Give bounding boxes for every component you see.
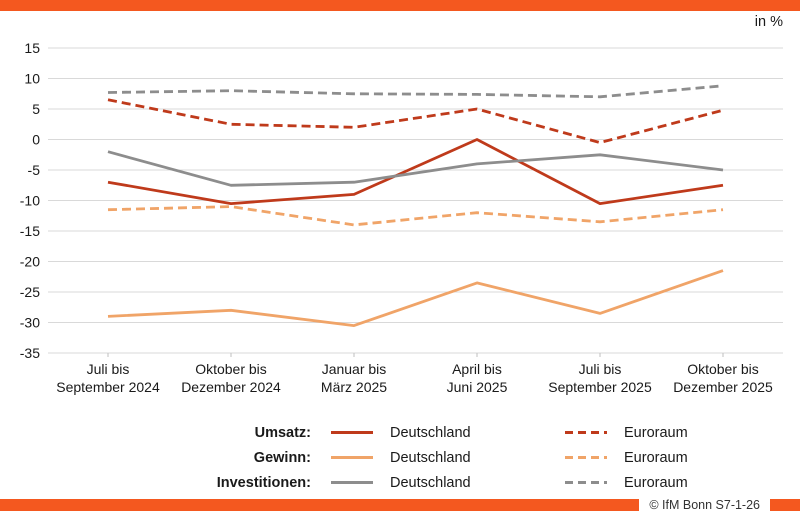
bottom-bar-right-segment (770, 499, 800, 511)
x-axis-label-line2: September 2024 (56, 379, 160, 395)
chart-line-gewinn-deutschland (107, 269, 724, 328)
legend-group-label-umsatz: Umsatz: (254, 424, 311, 441)
y-axis-tick-label: 5 (32, 101, 40, 117)
x-axis-label-line2: März 2025 (321, 379, 387, 395)
legend-series-label: Euroraum (624, 449, 688, 466)
legend-series-label: Deutschland (390, 449, 471, 466)
y-axis-tick-label: -30 (20, 315, 40, 331)
legend-group-label-investitionen: Investitionen: (216, 474, 311, 491)
legend-dashed-line-swatch (565, 431, 607, 434)
top-accent-bar (0, 0, 800, 11)
y-axis-tick-label: -10 (20, 193, 40, 209)
x-axis-label-line1: Juli bis (87, 361, 130, 377)
x-axis-label-line2: Juni 2025 (447, 379, 508, 395)
y-axis-tick-label: -25 (20, 284, 40, 300)
y-axis-tick-label: -35 (20, 345, 40, 361)
x-axis-label-line2: Dezember 2025 (673, 379, 773, 395)
y-axis-tick-label: -5 (28, 162, 41, 178)
source-credit: © IfM Bonn S7-1-26 (649, 498, 760, 512)
chart-line-gewinn-euroraum (107, 205, 724, 227)
chart-line-investitionen-euroraum (107, 84, 724, 99)
legend-series-label: Euroraum (624, 424, 688, 441)
legend-solid-line-swatch (331, 456, 373, 459)
chart-line-investitionen-deutschland (107, 150, 724, 187)
y-axis-tick-label: 15 (24, 40, 40, 56)
y-axis-tick-label: -20 (20, 254, 40, 270)
legend-dashed-line-swatch (565, 481, 607, 484)
legend-solid-line-swatch (331, 481, 373, 484)
legend-series-label: Deutschland (390, 474, 471, 491)
bottom-accent-bar: © IfM Bonn S7-1-26 (0, 499, 800, 511)
y-axis-tick-label: 0 (32, 132, 40, 148)
legend-group-label-gewinn: Gewinn: (253, 449, 311, 466)
x-axis-label-line2: September 2025 (548, 379, 652, 395)
legend: Umsatz: Deutschland Euroraum Gewinn: Deu… (0, 420, 800, 495)
x-axis-label-line1: Juli bis (579, 361, 622, 377)
legend-row-umsatz: Umsatz: Deutschland Euroraum (0, 420, 800, 445)
unit-label: in % (754, 14, 783, 30)
legend-solid-line-swatch (331, 431, 373, 434)
legend-series-label: Euroraum (624, 474, 688, 491)
bottom-bar-left-segment (0, 499, 640, 511)
legend-row-gewinn: Gewinn: Deutschland Euroraum (0, 445, 800, 470)
x-axis-label-line1: Januar bis (322, 361, 387, 377)
x-axis-label-line1: Oktober bis (195, 361, 267, 377)
chart-line-umsatz-euroraum (107, 98, 724, 145)
legend-dashed-line-swatch (565, 456, 607, 459)
legend-row-investitionen: Investitionen: Deutschland Euroraum (0, 470, 800, 495)
x-axis-label-line1: Oktober bis (687, 361, 759, 377)
y-axis-tick-label: -15 (20, 223, 40, 239)
chart-line-umsatz-deutschland (107, 138, 724, 206)
legend-series-label: Deutschland (390, 424, 471, 441)
y-axis-tick-label: 10 (24, 71, 40, 87)
x-axis-label-line1: April bis (452, 361, 502, 377)
x-axis-label-line2: Dezember 2024 (181, 379, 281, 395)
line-chart: 15 10 5 0 -5 -10 -15 -20 -25 -30 -35 Juli bis Septem… (20, 40, 783, 395)
